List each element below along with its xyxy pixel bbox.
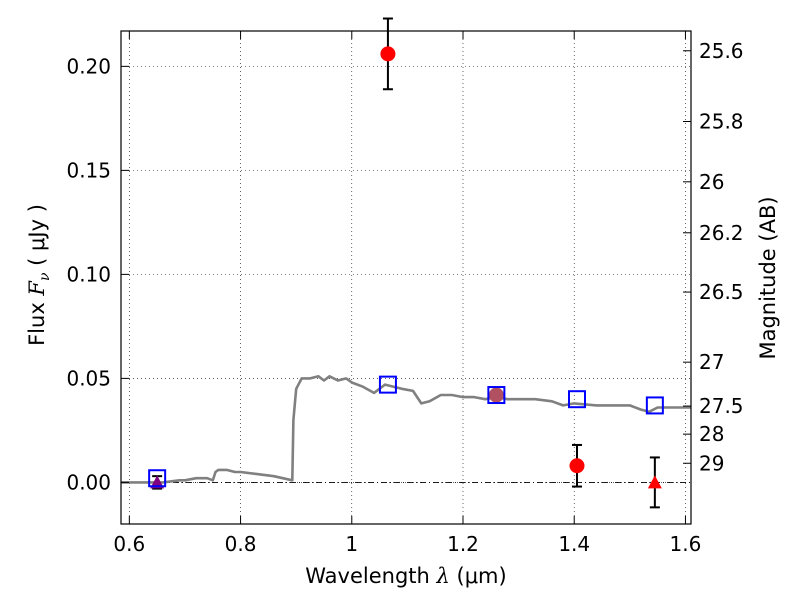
model-photometry-square <box>487 386 506 405</box>
axis-ticks <box>121 31 691 524</box>
model-photometry-square <box>148 469 167 488</box>
y-axis-title: Flux Fν ( μJy ) <box>25 204 53 346</box>
y-tick-label: 0.10 <box>66 262 111 286</box>
x-axis-title: Wavelength λ (μm) <box>305 564 506 588</box>
magnitude-tick-label: 25.6 <box>699 39 744 63</box>
plot-frame <box>120 30 692 525</box>
y-tick-labels: 0.00 0.05 0.10 0.15 0.20 <box>66 54 111 494</box>
x-tick-label: 0.6 <box>113 532 145 556</box>
model-photometry-square <box>378 375 397 394</box>
x-tick-label: 1.6 <box>670 532 702 556</box>
upper-limit-triangle <box>647 475 662 489</box>
detection-point <box>488 387 504 403</box>
magnitude-tick-label: 27 <box>699 350 724 374</box>
model-sed-curve <box>121 375 691 484</box>
x-tick-label: 1.2 <box>447 532 479 556</box>
x-tick-labels: 0.6 0.8 1 1.2 1.4 1.6 <box>113 532 701 556</box>
magnitude-tick-label: 29 <box>699 451 724 475</box>
model-photometry-square <box>568 390 586 409</box>
x-tick-label: 1.4 <box>558 532 590 556</box>
detection-point <box>569 458 585 474</box>
data-markers <box>148 46 664 489</box>
magnitude-tick-label: 28 <box>699 422 724 446</box>
upper-limit-triangle <box>150 475 165 489</box>
magnitude-tick-label: 26 <box>699 170 724 194</box>
y-tick-label: 0.15 <box>66 158 111 182</box>
x-tick-label: 1 <box>345 532 358 556</box>
magnitude-tick-label: 26.5 <box>699 280 744 304</box>
magnitude-tick-labels: 25.6 25.8 26 26.2 26.5 27 27.5 28 29 <box>699 39 744 475</box>
y-tick-label: 0.00 <box>66 470 111 494</box>
magnitude-tick-label: 26.2 <box>699 221 744 245</box>
x-tick-label: 0.8 <box>225 532 257 556</box>
sed-line <box>121 375 691 484</box>
detection-point <box>380 46 396 62</box>
error-bars <box>152 17 660 509</box>
y-tick-label: 0.05 <box>66 366 111 390</box>
model-photometry-square <box>645 396 664 415</box>
magnitude-tick-label: 27.5 <box>699 394 744 418</box>
magnitude-tick-label: 25.8 <box>699 109 744 133</box>
magnitude-axis-title: Magnitude (AB) <box>756 196 780 359</box>
y-tick-label: 0.20 <box>66 54 111 78</box>
grid-lines <box>121 31 691 524</box>
